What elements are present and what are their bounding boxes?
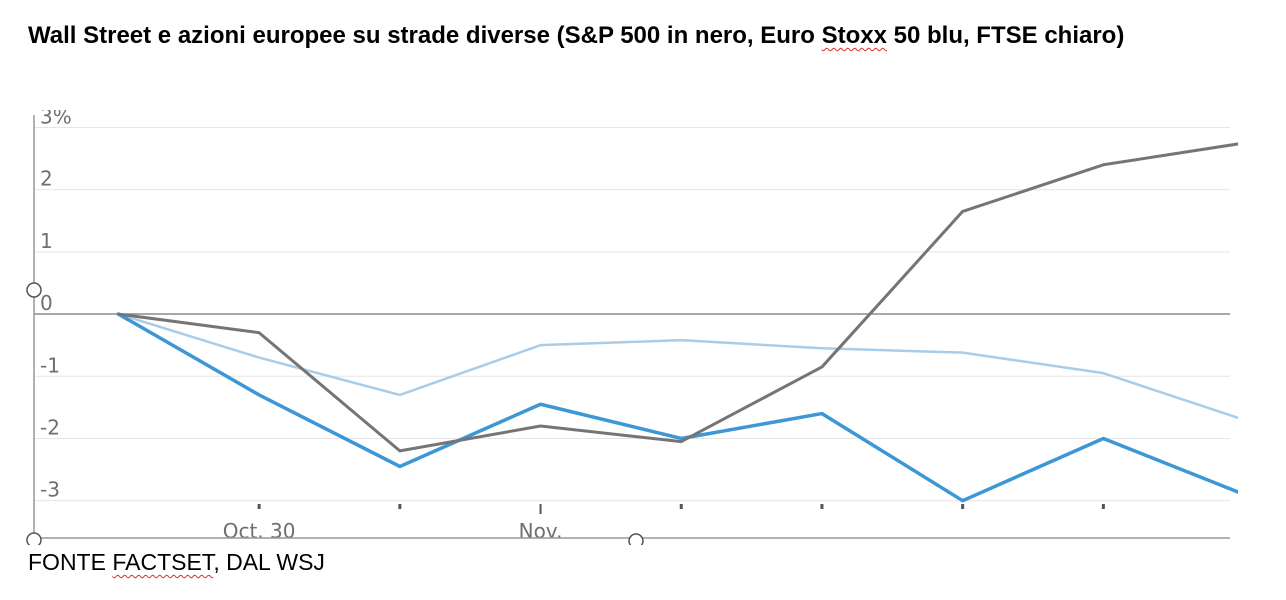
series-line-eurostoxx: [116, 312, 1238, 503]
y-tick-label: 0: [40, 291, 53, 315]
y-tick-label: 3%: [40, 110, 72, 128]
chart-title-text-end: 50 blu, FTSE chiaro): [886, 22, 1125, 49]
chart-title: Wall Street e azioni europee su strade d…: [28, 20, 1228, 51]
line-chart: 3% 2 1 0 -1 -2 -3 Oct. 30 Nov.: [26, 110, 1238, 545]
x-tick-label: Nov.: [519, 519, 563, 543]
source-note: FONTE FACTSET, DAL WSJ: [28, 549, 325, 576]
series-line-ftse: [117, 312, 1238, 420]
y-tick-label: 2: [40, 167, 53, 191]
bottom-left-resize-handle[interactable]: [26, 532, 42, 545]
chart-title-text: Wall Street e azioni europee su strade d…: [28, 22, 822, 49]
bottom-resize-handle[interactable]: [628, 533, 644, 545]
grid-lines: [34, 126, 1230, 502]
y-tick-label: 1: [40, 229, 53, 253]
series-lines: [116, 142, 1238, 503]
series-line-sp500: [116, 142, 1238, 453]
y-tick-label: -2: [40, 415, 60, 439]
source-note-text-end: , DAL WSJ: [213, 549, 325, 575]
y-axis-labels: 3% 2 1 0 -1 -2 -3: [40, 110, 72, 502]
x-axis-labels: Oct. 30 Nov.: [223, 504, 1105, 543]
x-tick-label: Oct. 30: [223, 519, 296, 543]
source-note-text: FONTE: [28, 549, 113, 575]
source-spellcheck-word: FACTSET: [112, 549, 214, 575]
y-tick-label: -1: [40, 353, 60, 377]
left-resize-handle[interactable]: [26, 282, 42, 298]
chart-title-spellcheck-word: Stoxx: [821, 22, 887, 49]
y-tick-label: -3: [40, 478, 60, 502]
